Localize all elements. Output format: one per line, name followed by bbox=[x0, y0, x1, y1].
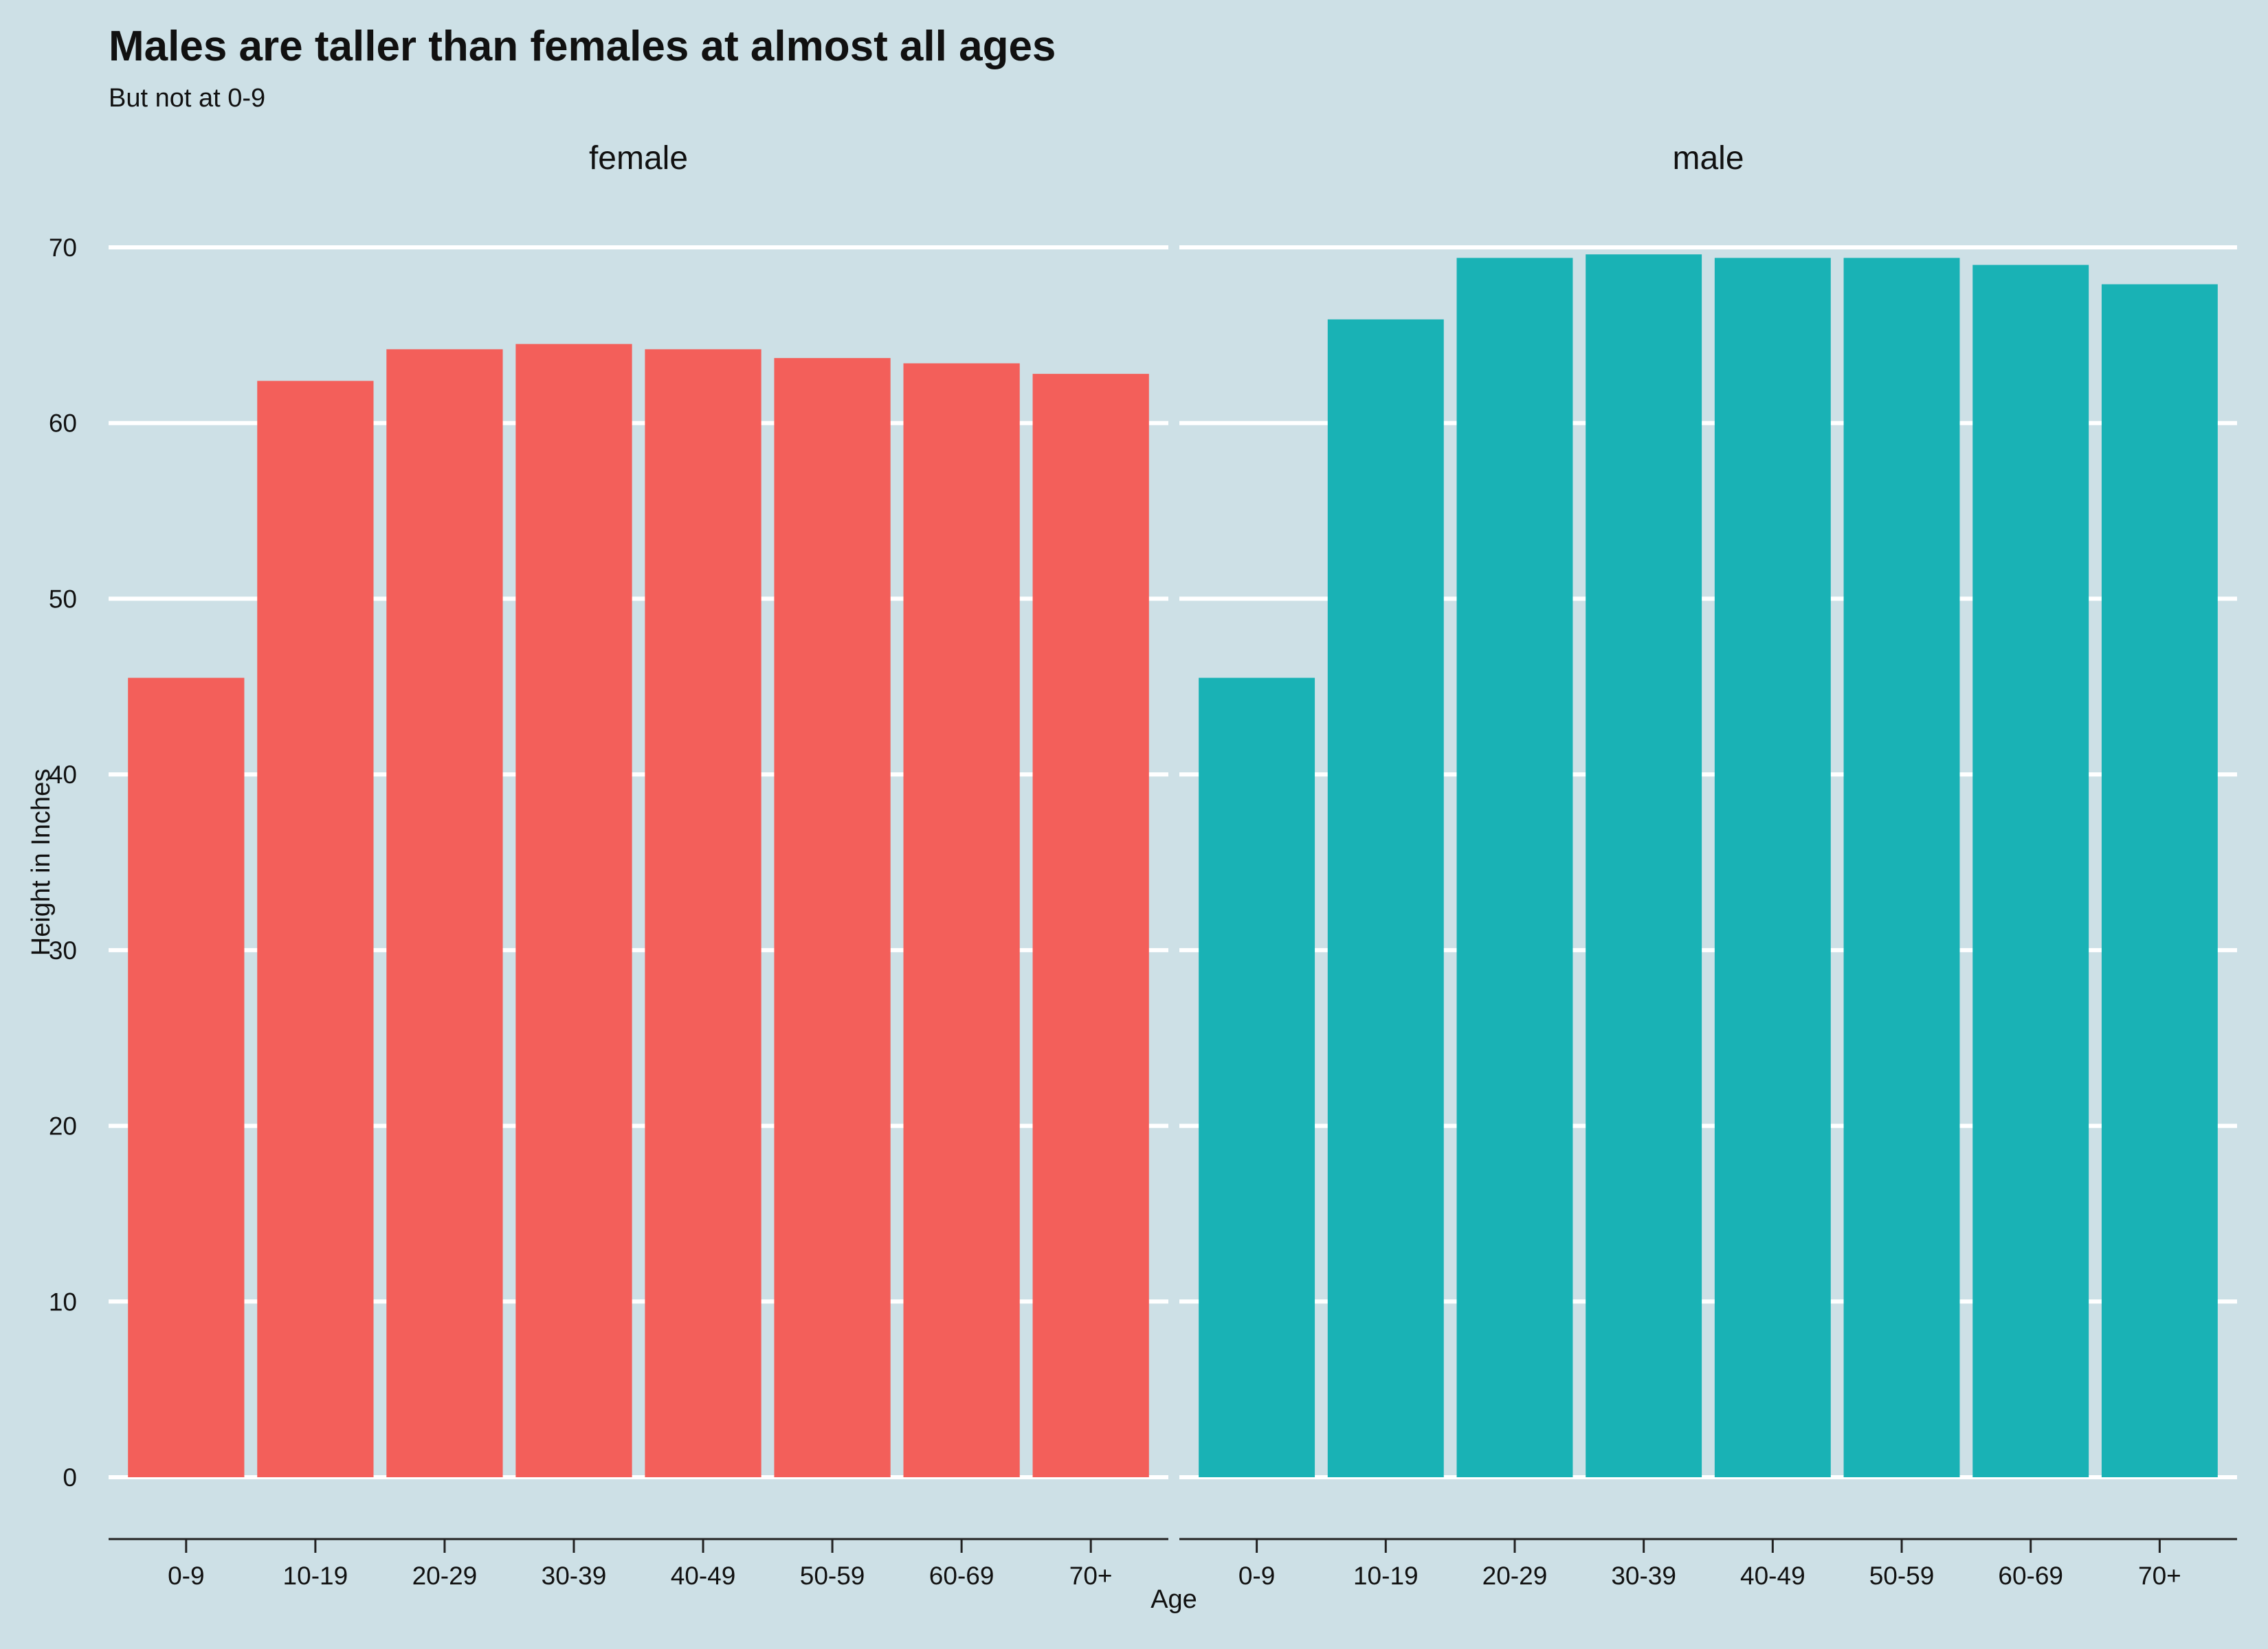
bar-female bbox=[386, 349, 503, 1477]
x-tick-label: 60-69 bbox=[929, 1562, 994, 1590]
x-tick-label: 40-49 bbox=[671, 1562, 736, 1590]
x-tick-label: 50-59 bbox=[1869, 1562, 1935, 1590]
y-tick-label: 30 bbox=[49, 936, 77, 965]
bar-female bbox=[1032, 374, 1149, 1477]
x-tick-label: 30-39 bbox=[1611, 1562, 1676, 1590]
bar-male bbox=[1843, 258, 1960, 1477]
y-tick-label: 10 bbox=[49, 1288, 77, 1316]
bar-female bbox=[515, 344, 632, 1478]
chart-subtitle: But not at 0-9 bbox=[109, 84, 266, 113]
y-tick-label: 0 bbox=[63, 1463, 77, 1492]
x-tick-label: 30-39 bbox=[542, 1562, 607, 1590]
bar-male bbox=[1586, 254, 1702, 1478]
bar-female bbox=[128, 677, 245, 1477]
x-tick-label: 20-29 bbox=[412, 1562, 478, 1590]
bar-male bbox=[1199, 677, 1315, 1477]
x-tick-label: 60-69 bbox=[1998, 1562, 2063, 1590]
facet-label: male bbox=[1672, 140, 1744, 177]
y-tick-label: 20 bbox=[49, 1112, 77, 1141]
bar-female bbox=[645, 349, 761, 1477]
y-tick-label: 50 bbox=[49, 585, 77, 613]
x-tick-label: 70+ bbox=[2138, 1562, 2181, 1590]
bar-female bbox=[903, 363, 1020, 1477]
x-tick-label: 40-49 bbox=[1740, 1562, 1805, 1590]
bar-male bbox=[1714, 258, 1831, 1477]
y-tick-label: 60 bbox=[49, 410, 77, 438]
x-axis-title: Age bbox=[1150, 1585, 1197, 1614]
x-tick-label: 0-9 bbox=[168, 1562, 204, 1590]
bar-male bbox=[1327, 319, 1444, 1477]
x-tick-label: 50-59 bbox=[800, 1562, 865, 1590]
y-tick-label: 40 bbox=[49, 761, 77, 789]
y-axis-title: Height in Inches bbox=[27, 769, 56, 956]
y-tick-label: 70 bbox=[49, 234, 77, 262]
chart-title: Males are taller than females at almost … bbox=[109, 23, 1056, 70]
bar-male bbox=[1972, 265, 2089, 1478]
bar-male bbox=[2101, 284, 2218, 1478]
bar-female bbox=[257, 381, 374, 1478]
x-tick-label: 70+ bbox=[1069, 1562, 1113, 1590]
facet-label: female bbox=[589, 140, 688, 177]
bar-male bbox=[1456, 258, 1573, 1477]
bar-female bbox=[774, 358, 891, 1477]
x-tick-label: 0-9 bbox=[1238, 1562, 1275, 1590]
x-tick-label: 10-19 bbox=[283, 1562, 348, 1590]
x-tick-label: 10-19 bbox=[1353, 1562, 1419, 1590]
x-tick-label: 20-29 bbox=[1482, 1562, 1548, 1590]
